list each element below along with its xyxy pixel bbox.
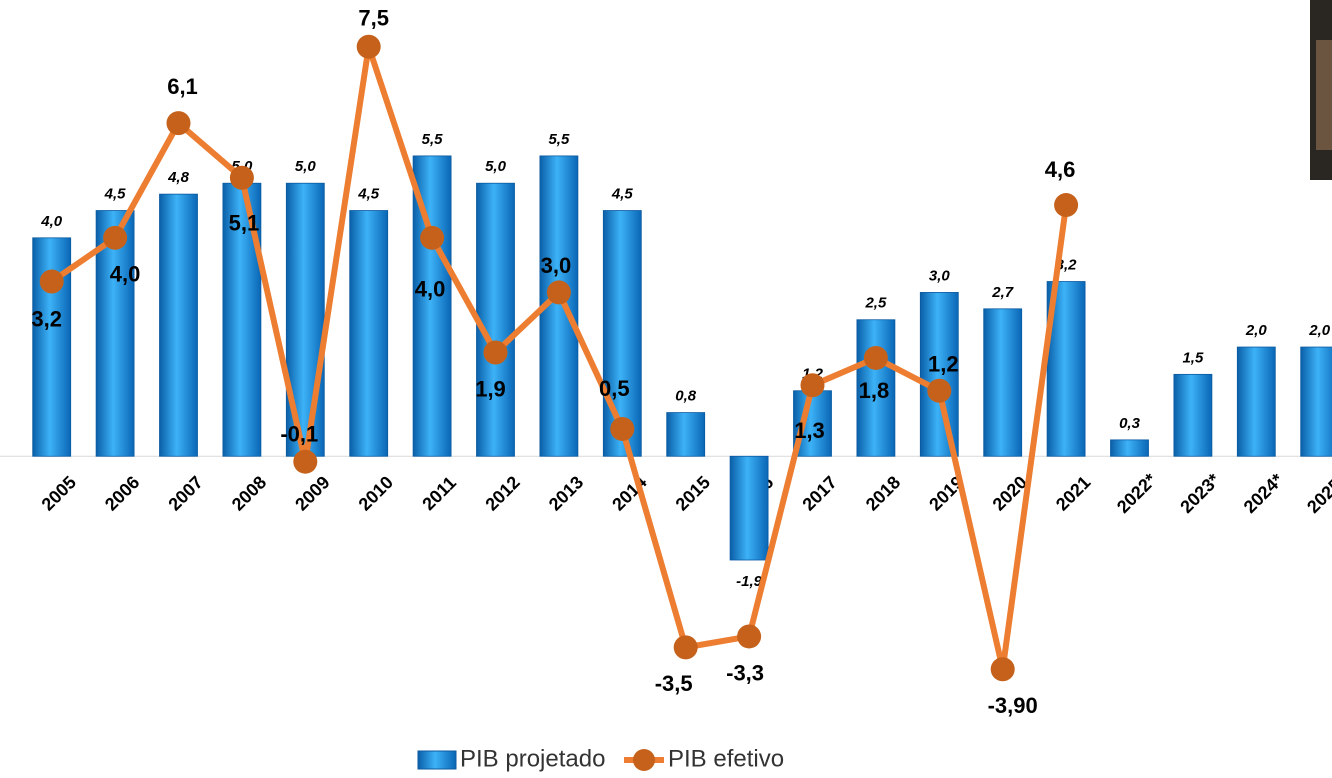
line-marker	[166, 111, 191, 136]
bar	[983, 308, 1023, 457]
line-label: 6,1	[167, 74, 198, 99]
line-marker	[673, 635, 698, 660]
line-marker	[800, 373, 825, 398]
line-marker	[1054, 193, 1079, 218]
line-marker	[927, 378, 952, 403]
bar-label: 4,8	[167, 169, 190, 186]
bar	[476, 182, 515, 457]
bar	[1236, 346, 1276, 457]
line-marker	[737, 624, 762, 649]
line-marker	[356, 34, 381, 59]
line-marker	[990, 657, 1015, 682]
bar	[95, 210, 135, 457]
line-marker	[103, 225, 128, 250]
x-tick-label: 2025*	[1303, 470, 1332, 517]
bar-label: 2,5	[864, 295, 887, 312]
bar-label: 0,3	[1119, 415, 1141, 432]
x-tick-label: 2010	[355, 472, 397, 514]
line-label: 1,3	[794, 418, 825, 443]
line-marker	[39, 269, 64, 294]
x-tick-label: 2011	[418, 472, 460, 514]
x-tick-label: 2012	[481, 472, 523, 514]
line-marker	[610, 416, 635, 441]
x-tick-label: 2021	[1052, 472, 1094, 514]
line-label: -3,90	[988, 693, 1038, 718]
bar-label: 2,7	[991, 284, 1014, 301]
x-tick-label: 2008	[228, 472, 270, 514]
bar-label: 4,0	[40, 213, 63, 230]
line-label: -3,5	[655, 671, 693, 696]
line-label: 4,0	[110, 262, 141, 287]
x-tick-label: 2022*	[1113, 470, 1160, 517]
x-tick-label: 2023*	[1176, 470, 1223, 517]
line-label: 4,6	[1045, 157, 1076, 182]
bar	[1173, 373, 1213, 457]
bar	[159, 193, 198, 457]
bar-label: 5,5	[548, 131, 570, 148]
bar	[349, 210, 389, 457]
legend-swatch	[633, 749, 655, 771]
bar-label: 5,0	[485, 158, 507, 175]
x-tick-label: 2015	[672, 472, 714, 514]
legend-label: PIB efetivo	[668, 745, 784, 772]
line-label: 3,0	[541, 253, 572, 278]
line-label: 4,0	[415, 277, 446, 302]
x-tick-label: 2005	[38, 472, 80, 514]
bar	[1300, 346, 1332, 457]
x-tick-label: 2007	[164, 472, 206, 514]
photo-detail	[1316, 40, 1332, 150]
bar	[919, 292, 959, 457]
line-label: 1,8	[859, 378, 890, 403]
x-tick-label: 2013	[545, 472, 587, 514]
bar-label: 1,5	[1182, 349, 1204, 366]
bar	[1110, 439, 1149, 457]
line-label: 1,2	[928, 352, 959, 377]
line-marker	[293, 449, 318, 474]
bar-label: 4,5	[104, 185, 127, 202]
bar	[666, 412, 706, 457]
bar-label: 4,5	[611, 185, 634, 202]
bar-label: 3,0	[929, 267, 951, 284]
line-marker	[229, 165, 254, 190]
x-tick-label: 2009	[291, 472, 333, 514]
bar	[856, 319, 896, 457]
bar	[602, 210, 642, 457]
line-label: 7,5	[358, 6, 389, 31]
bar-label: 5,5	[422, 131, 444, 148]
x-tick-label: 2006	[101, 472, 143, 514]
bar-label: 2,0	[1308, 322, 1331, 339]
bar-label: 0,8	[675, 388, 697, 405]
line-marker	[546, 280, 571, 305]
bar-label: 4,5	[357, 185, 380, 202]
bar-label: 5,0	[295, 158, 317, 175]
x-tick-label: 2017	[798, 472, 840, 514]
line-label: -3,3	[726, 660, 764, 685]
line-label: 0,5	[599, 376, 630, 401]
line-marker	[863, 345, 888, 370]
line-label: 1,9	[475, 376, 506, 401]
legend-label: PIB projetado	[460, 745, 605, 772]
legend-swatch	[417, 750, 457, 770]
bar-label: -1,9	[736, 573, 763, 590]
bar-label: 2,0	[1245, 322, 1268, 339]
line-label: -0,1	[280, 422, 318, 447]
x-tick-label: 2018	[862, 472, 904, 514]
line-marker	[483, 340, 508, 365]
bar	[729, 455, 769, 561]
line-label: 5,1	[229, 211, 260, 236]
x-tick-label: 2024*	[1240, 470, 1287, 517]
line-label: 3,2	[31, 306, 62, 331]
line-marker	[420, 225, 445, 250]
